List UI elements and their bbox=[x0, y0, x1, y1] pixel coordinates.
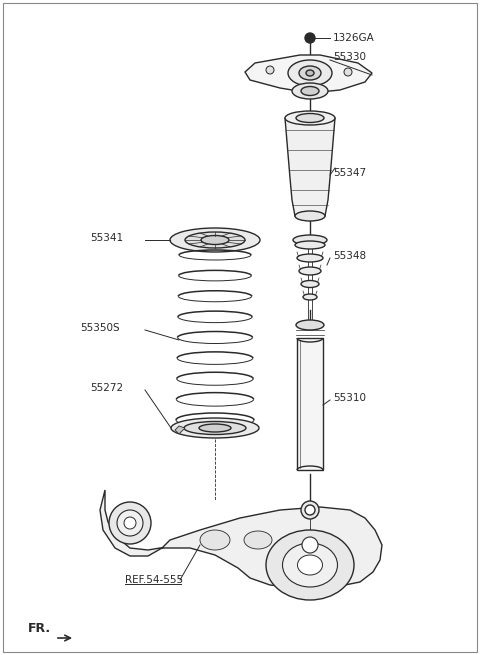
Ellipse shape bbox=[295, 211, 325, 221]
Ellipse shape bbox=[298, 555, 323, 575]
Text: 1326GA: 1326GA bbox=[333, 33, 375, 43]
Ellipse shape bbox=[184, 422, 246, 434]
Text: 55347: 55347 bbox=[333, 168, 366, 178]
Polygon shape bbox=[245, 55, 372, 93]
Ellipse shape bbox=[301, 501, 319, 519]
Text: 55350S: 55350S bbox=[80, 323, 120, 333]
Ellipse shape bbox=[124, 517, 136, 529]
Text: 55341: 55341 bbox=[90, 233, 123, 243]
Circle shape bbox=[305, 33, 315, 43]
Polygon shape bbox=[100, 490, 382, 588]
Text: 55272: 55272 bbox=[90, 383, 123, 393]
Ellipse shape bbox=[297, 254, 323, 262]
Ellipse shape bbox=[199, 424, 231, 432]
Polygon shape bbox=[175, 426, 185, 434]
Ellipse shape bbox=[170, 228, 260, 252]
Ellipse shape bbox=[296, 113, 324, 122]
Ellipse shape bbox=[302, 537, 318, 553]
Ellipse shape bbox=[293, 235, 327, 245]
Ellipse shape bbox=[285, 111, 335, 125]
Text: 55330: 55330 bbox=[333, 52, 366, 62]
Ellipse shape bbox=[296, 320, 324, 330]
Ellipse shape bbox=[283, 543, 337, 587]
Ellipse shape bbox=[185, 232, 245, 248]
Ellipse shape bbox=[288, 60, 332, 86]
Ellipse shape bbox=[117, 510, 143, 536]
Polygon shape bbox=[285, 118, 335, 216]
Ellipse shape bbox=[266, 530, 354, 600]
Ellipse shape bbox=[306, 70, 314, 76]
Circle shape bbox=[344, 68, 352, 76]
Ellipse shape bbox=[292, 83, 328, 99]
Ellipse shape bbox=[244, 531, 272, 549]
Polygon shape bbox=[297, 338, 323, 470]
Ellipse shape bbox=[201, 236, 229, 244]
Text: REF.54-555: REF.54-555 bbox=[125, 575, 183, 585]
Ellipse shape bbox=[200, 530, 230, 550]
Text: 55348: 55348 bbox=[333, 251, 366, 261]
Ellipse shape bbox=[299, 267, 321, 275]
Ellipse shape bbox=[301, 86, 319, 96]
Ellipse shape bbox=[299, 66, 321, 80]
Text: 55310: 55310 bbox=[333, 393, 366, 403]
Ellipse shape bbox=[305, 505, 315, 515]
Circle shape bbox=[266, 66, 274, 74]
Ellipse shape bbox=[301, 280, 319, 288]
Ellipse shape bbox=[295, 241, 325, 249]
Ellipse shape bbox=[171, 418, 259, 438]
Ellipse shape bbox=[109, 502, 151, 544]
Text: FR.: FR. bbox=[28, 622, 51, 635]
Ellipse shape bbox=[303, 294, 317, 300]
